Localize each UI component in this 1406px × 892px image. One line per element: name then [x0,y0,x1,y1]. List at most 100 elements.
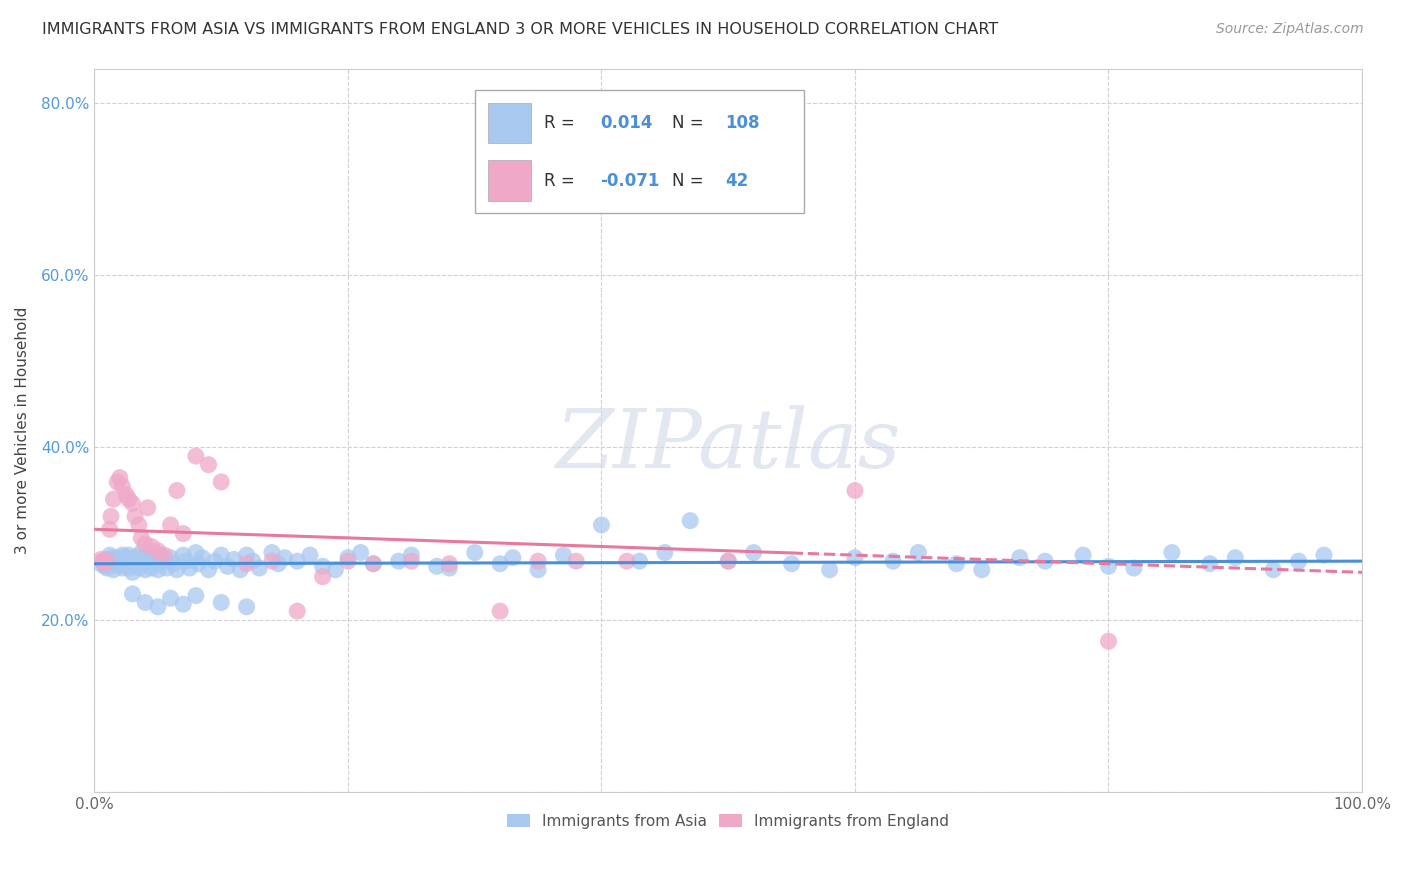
Point [217,559,239,574]
Point [100,509,122,524]
Point [464,545,486,559]
Point [128,518,150,533]
Point [616,554,638,568]
Point [166,483,188,498]
Point [124,554,146,568]
Point [907,545,929,559]
Point [502,550,524,565]
Point [1160,545,1182,559]
Point [818,563,841,577]
Point [388,554,411,568]
Point [146,557,169,571]
Point [1008,550,1031,565]
Point [159,518,181,533]
Point [111,561,134,575]
Legend: Immigrants from Asia, Immigrants from England: Immigrants from Asia, Immigrants from En… [501,807,956,835]
Point [1097,559,1119,574]
Point [229,563,252,577]
Point [118,548,141,562]
Point [93,554,115,568]
Point [159,591,181,606]
Point [108,554,131,568]
Point [235,548,257,562]
Point [439,557,461,571]
Point [717,554,740,568]
Point [1288,554,1310,568]
Point [184,589,207,603]
Point [153,552,176,566]
Point [166,563,188,577]
Point [742,545,765,559]
Text: ZIPatlas: ZIPatlas [555,405,901,484]
Point [134,537,156,551]
Point [260,545,283,559]
Point [363,557,385,571]
Point [285,554,308,568]
Point [159,550,181,565]
Point [184,449,207,463]
Point [247,561,270,575]
Point [209,595,232,609]
Point [162,557,184,571]
Point [156,561,179,575]
Point [172,526,194,541]
Point [98,548,121,562]
Point [1122,561,1144,575]
Point [527,554,550,568]
Point [844,483,866,498]
Point [134,595,156,609]
Point [172,597,194,611]
Point [121,566,143,580]
Point [115,488,138,502]
Point [103,492,125,507]
Point [1313,548,1336,562]
Point [363,557,385,571]
Point [124,509,146,524]
Point [118,492,141,507]
Point [93,559,115,574]
Point [489,557,512,571]
Point [118,557,141,571]
Point [401,554,423,568]
Point [172,548,194,562]
Point [105,558,128,573]
Point [565,554,588,568]
Point [336,550,359,565]
Point [882,554,904,568]
Point [179,561,201,575]
Point [125,549,148,564]
Point [191,550,214,565]
Point [1097,634,1119,648]
Point [93,554,115,568]
Point [260,554,283,568]
Point [96,561,118,575]
Point [553,548,575,562]
Point [222,552,245,566]
Point [311,569,333,583]
Point [153,548,176,562]
Point [108,550,131,565]
Point [628,554,651,568]
Point [267,557,290,571]
Point [439,561,461,575]
Point [187,557,209,571]
Point [90,552,112,566]
Text: Source: ZipAtlas.com: Source: ZipAtlas.com [1216,22,1364,37]
Point [489,604,512,618]
Point [1071,548,1094,562]
Point [131,545,153,559]
Point [141,561,163,575]
Point [1225,550,1247,565]
Point [146,563,169,577]
Point [103,550,125,565]
Point [945,557,967,571]
Point [149,548,172,562]
Point [235,599,257,614]
Point [204,554,226,568]
Point [100,554,122,568]
Point [96,554,118,568]
Point [115,550,138,565]
Point [717,554,740,568]
Point [184,545,207,559]
Point [323,563,346,577]
